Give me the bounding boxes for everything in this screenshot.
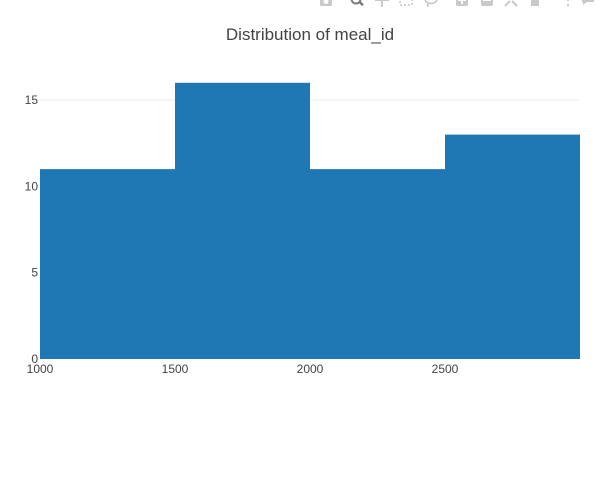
x-tick-label: 2000 [297,362,324,376]
histogram-bar [310,169,445,359]
lasso-icon[interactable] [423,0,439,8]
chart-modebar [311,0,611,10]
x-tick-label: 1000 [27,362,54,376]
bars [40,82,580,360]
y-tick-label: 10 [25,179,39,193]
zoom-icon[interactable] [349,0,365,8]
pan-icon[interactable] [374,0,390,8]
chart-title: Distribution of meal_id [226,25,394,44]
x-tick-label: 1500 [162,362,189,376]
spike-lines-icon[interactable] [560,0,576,8]
x-axis-ticks: 1000 1500 2000 2500 [27,362,459,376]
zoom-in-icon[interactable] [454,0,470,8]
zoom-out-icon[interactable] [479,0,495,8]
histogram-bar [40,169,175,359]
y-tick-label: 0 [31,352,38,366]
histogram-bar [445,134,580,359]
hover-icon[interactable] [580,0,596,8]
x-tick-label: 2500 [432,362,459,376]
y-axis-ticks: 0 5 10 15 [25,93,39,366]
camera-icon[interactable] [318,0,334,8]
y-tick-label: 15 [25,93,39,107]
box-select-icon[interactable] [398,0,414,8]
home-icon[interactable] [527,0,543,8]
y-tick-label: 5 [31,266,38,280]
histogram-bar [175,82,310,360]
